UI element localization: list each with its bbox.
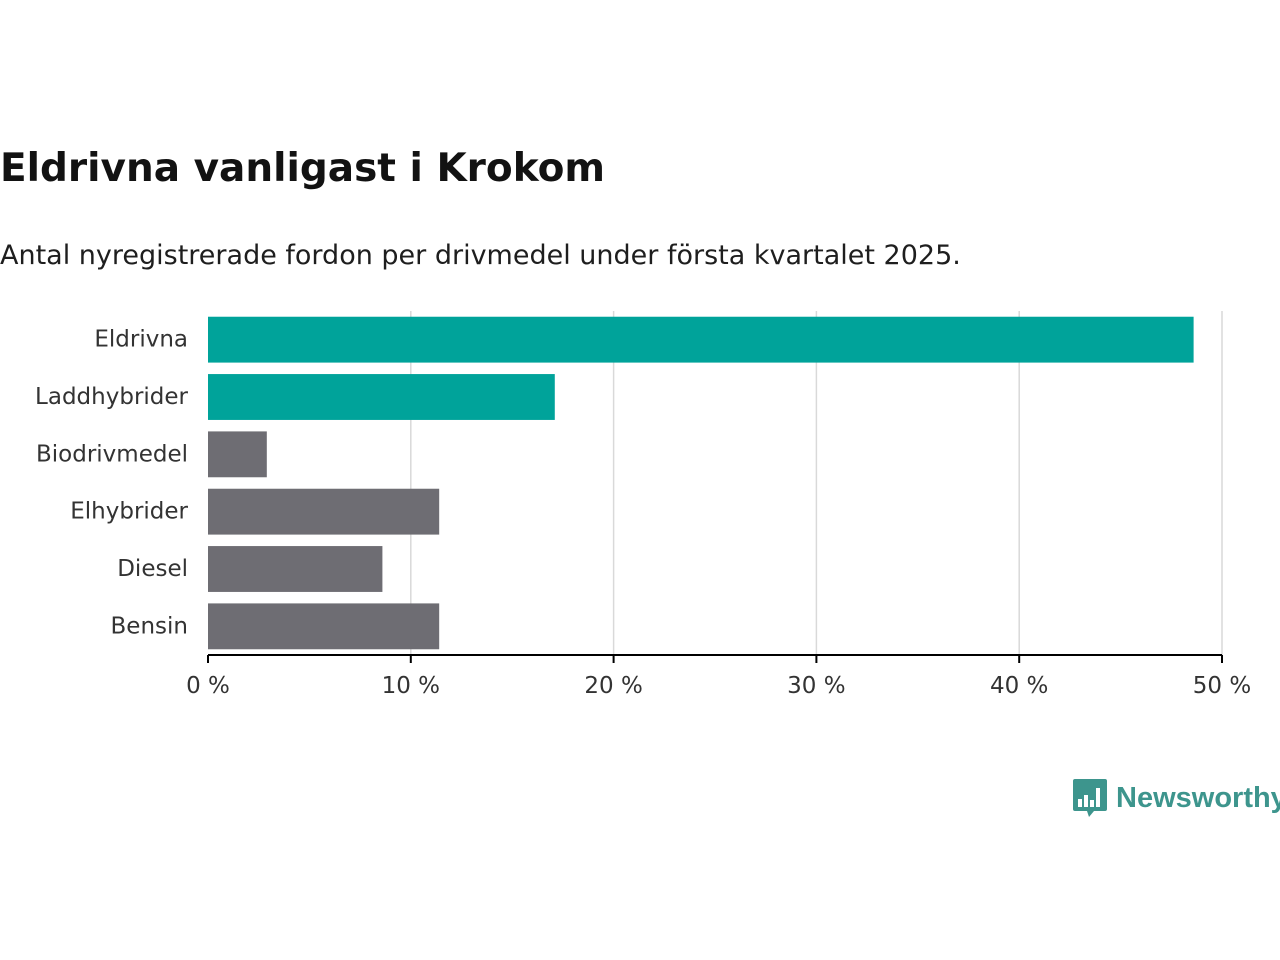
category-label: Diesel bbox=[117, 556, 188, 582]
category-label: Laddhybrider bbox=[35, 384, 188, 410]
bar bbox=[208, 374, 555, 420]
x-tick-label: 0 % bbox=[186, 673, 230, 699]
bar bbox=[208, 603, 440, 650]
chart-subtitle: Antal nyregistrerade fordon per drivmede… bbox=[0, 240, 961, 271]
category-label: Eldrivna bbox=[94, 327, 188, 353]
bar bbox=[208, 431, 267, 478]
x-tick-label: 40 % bbox=[990, 673, 1048, 699]
newsworthy-logo: Newsworthy bbox=[1072, 776, 1280, 820]
bar-chart: Eldrivna Laddhybrider Biodrivmedel Elhybrid… bbox=[35, 311, 1251, 699]
chart-title: Eldrivna vanligast i Krokom bbox=[0, 146, 606, 191]
bar bbox=[208, 316, 1194, 363]
bar-chart-speech-bubble-icon bbox=[1073, 779, 1107, 817]
category-label: Biodrivmedel bbox=[36, 441, 188, 467]
logo-text: Newsworthy bbox=[1116, 781, 1280, 814]
category-label: Bensin bbox=[111, 613, 188, 639]
x-tick-label: 50 % bbox=[1193, 673, 1251, 699]
bar bbox=[208, 546, 383, 592]
bar bbox=[208, 488, 440, 535]
x-tick-label: 30 % bbox=[787, 673, 845, 699]
x-tick-label: 20 % bbox=[584, 673, 642, 699]
category-label: Elhybrider bbox=[70, 499, 188, 525]
x-tick-label: 10 % bbox=[382, 673, 440, 699]
